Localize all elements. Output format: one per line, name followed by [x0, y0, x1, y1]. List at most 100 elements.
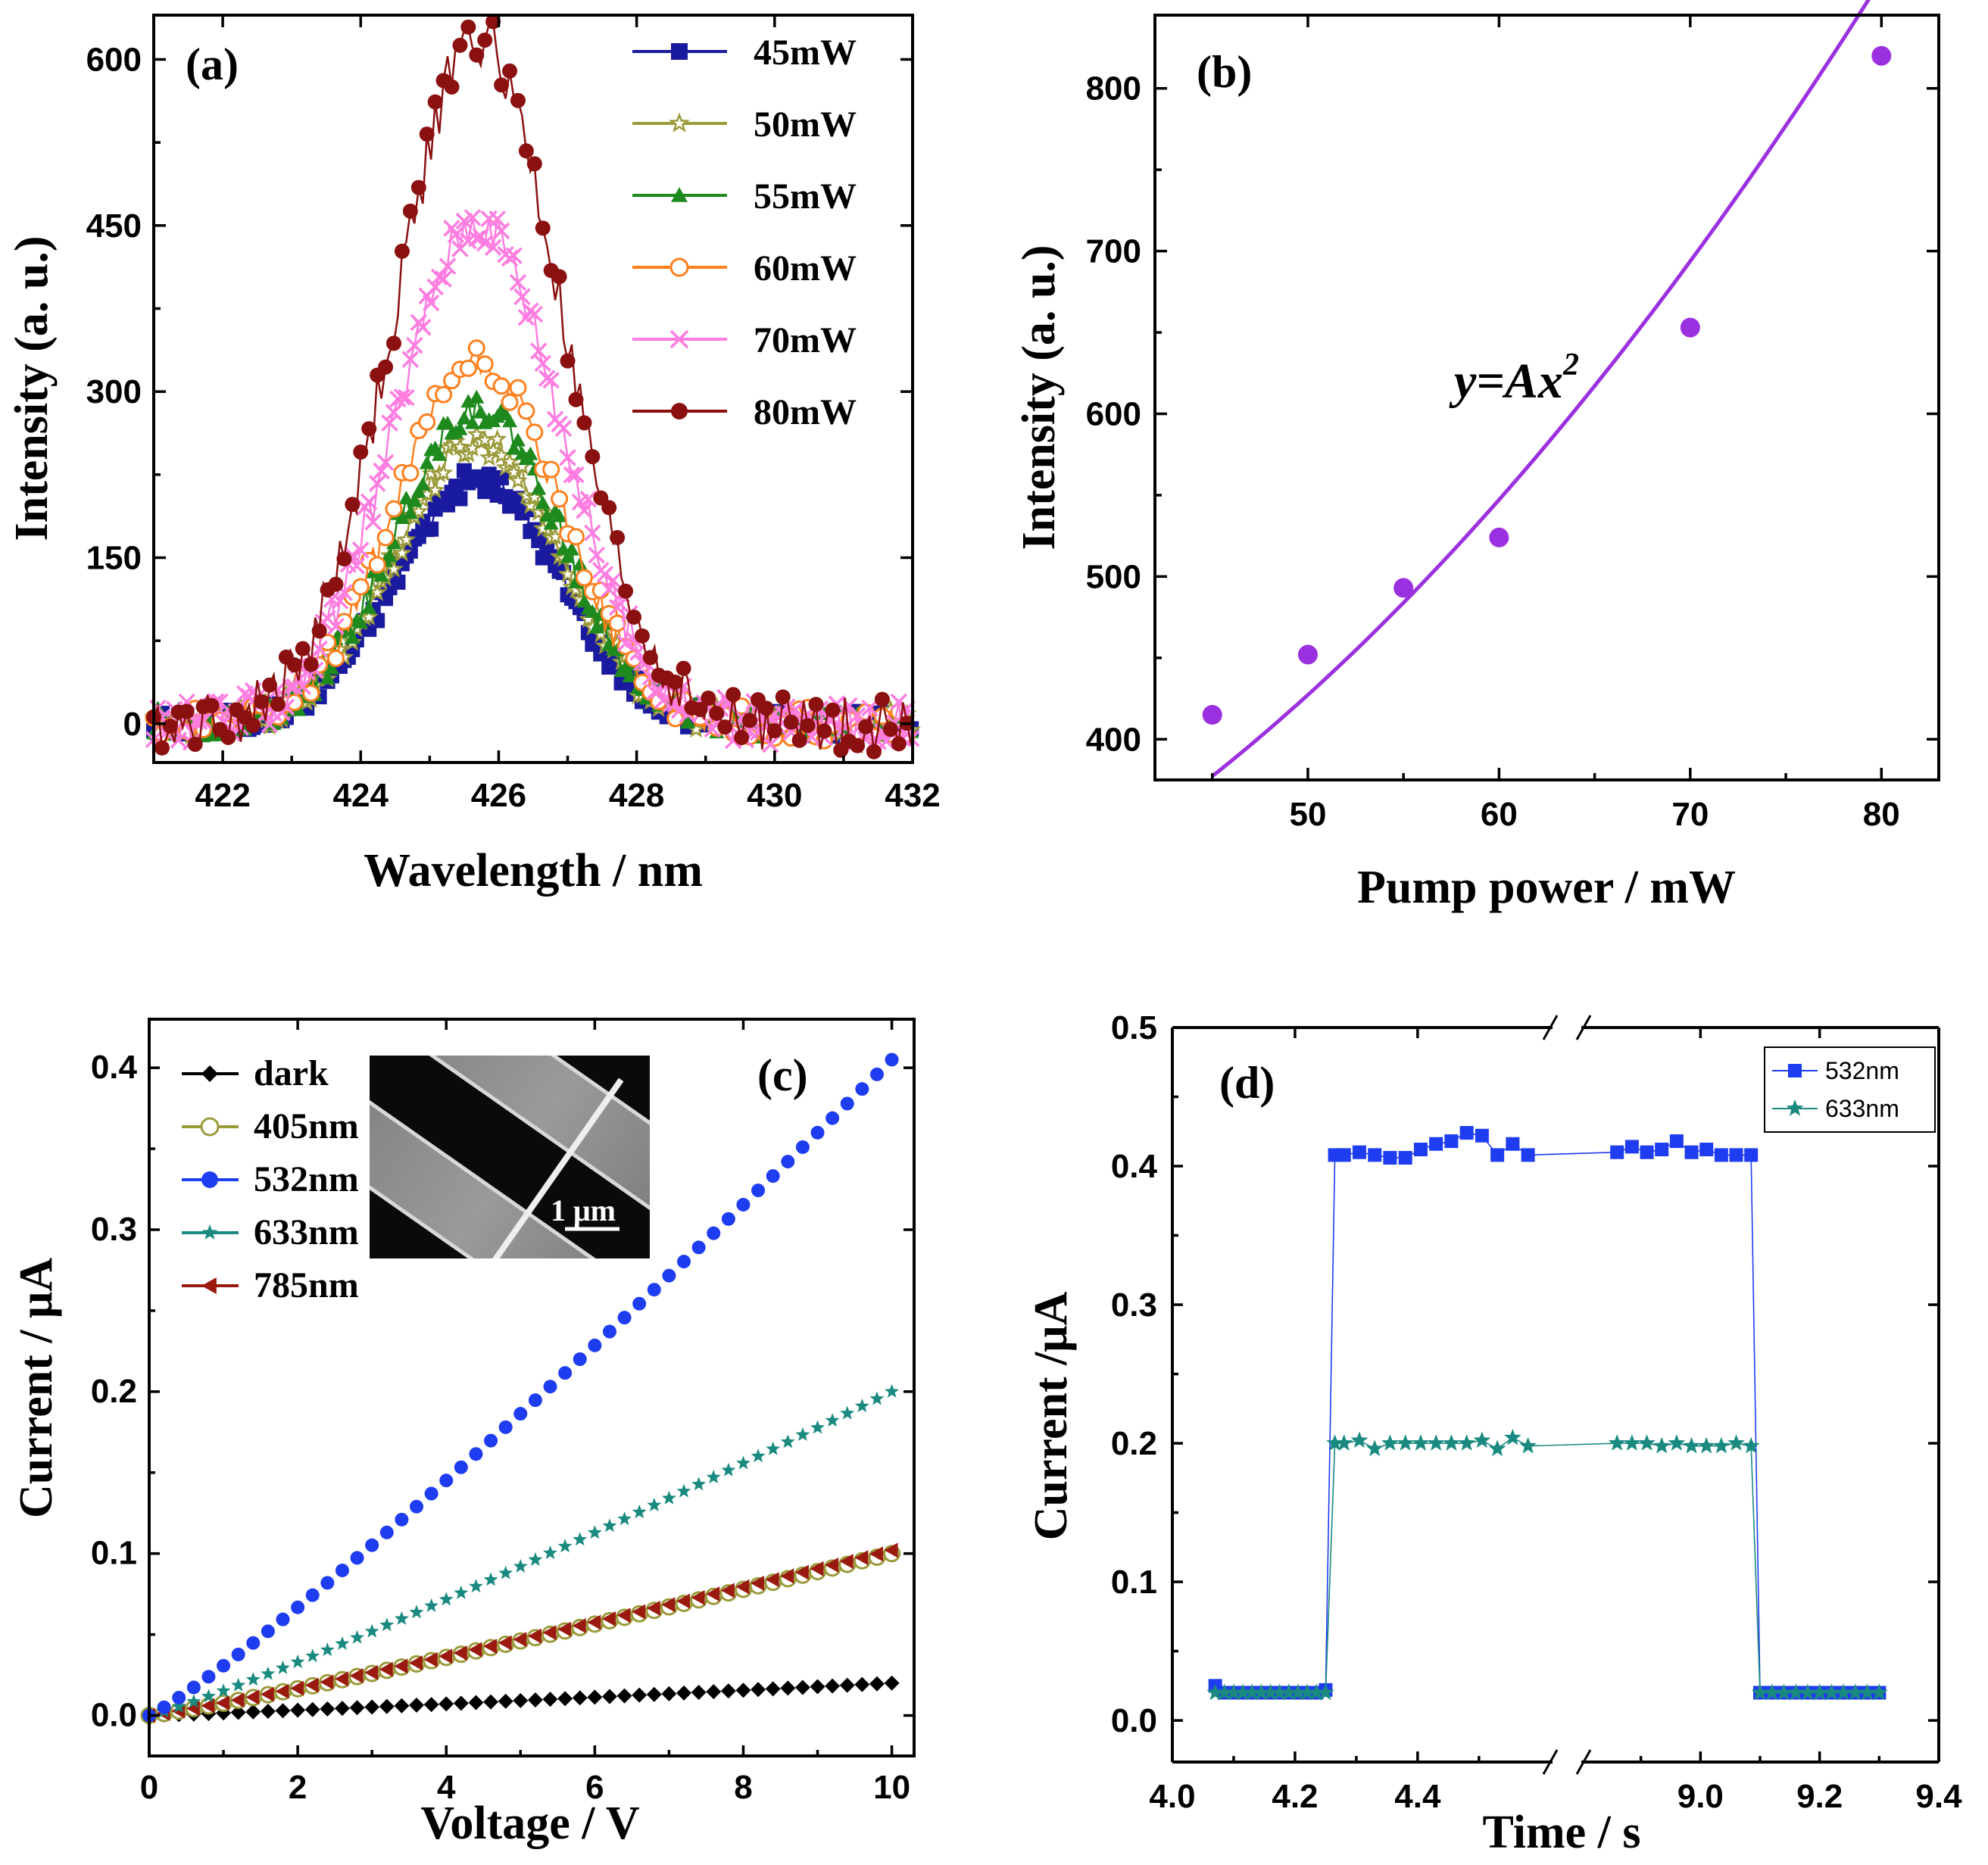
data-point	[861, 699, 879, 717]
data-point	[579, 491, 598, 508]
data-point	[448, 479, 463, 494]
legend-label: 532nm	[254, 1159, 359, 1199]
panel-d-chart: 4.0 4.2 4.4 9.0 9.2 9.4 0.0 0.1 0.2 0.3 0.4 0.5 (d)…	[1025, 1009, 1962, 1858]
x-tick-label: 426	[471, 777, 526, 814]
data-point	[1751, 1683, 1769, 1701]
data-point	[632, 1505, 647, 1519]
data-point	[528, 1393, 542, 1408]
data-point	[721, 1462, 736, 1477]
data-point	[320, 1576, 335, 1590]
data-point	[303, 656, 319, 672]
data-point	[468, 1695, 484, 1711]
data-point	[304, 1677, 319, 1693]
y-tick-label: 400	[1086, 721, 1141, 758]
data-point	[245, 1704, 261, 1720]
data-point	[575, 569, 593, 587]
y-tick-label: 700	[1086, 233, 1141, 270]
data-point	[379, 1661, 393, 1677]
data-point	[204, 697, 220, 713]
data-point	[528, 1552, 543, 1566]
data-point	[869, 1676, 885, 1692]
data-point	[557, 1539, 573, 1553]
data-point	[608, 598, 626, 616]
data-point	[331, 592, 349, 610]
data-point	[345, 630, 360, 644]
data-point	[557, 563, 578, 583]
data-point	[334, 1671, 348, 1687]
data-point	[447, 226, 465, 244]
data-point	[1624, 1140, 1639, 1154]
data-point	[736, 1197, 751, 1212]
series-532nm	[1208, 1126, 1887, 1700]
data-point	[1443, 1434, 1460, 1451]
data-point	[1225, 1683, 1243, 1701]
data-point	[676, 660, 691, 676]
data-point	[557, 1691, 573, 1707]
data-point	[311, 640, 328, 658]
data-point	[781, 1155, 795, 1169]
data-point	[602, 1518, 617, 1533]
data-point	[290, 1654, 305, 1669]
data-point	[201, 1670, 216, 1684]
data-point	[402, 505, 418, 519]
legend-label: 785nm	[254, 1265, 359, 1305]
data-point	[1412, 1434, 1430, 1451]
data-point	[1490, 1148, 1505, 1162]
data-point	[430, 268, 448, 286]
data-point	[510, 432, 526, 447]
data-point	[364, 1699, 380, 1715]
y-tick-label: 0.3	[1111, 1286, 1157, 1324]
data-point	[559, 448, 576, 466]
y-tick-label: 300	[86, 373, 142, 410]
data-point	[587, 1689, 603, 1705]
data-point	[632, 1604, 646, 1620]
panel-b-axes: 50 60 70 80 400 500 600 700 800	[1086, 15, 1939, 833]
data-point	[1811, 1683, 1829, 1701]
data-point	[361, 421, 377, 437]
panel-a-legend: 45mW 50mW 55mW 60mW 70mW 80mW	[632, 33, 857, 432]
data-point	[419, 126, 435, 142]
data-point	[1669, 1134, 1684, 1149]
data-point	[518, 143, 534, 159]
data-point	[469, 1447, 483, 1461]
data-point	[706, 1684, 722, 1700]
data-point	[379, 1698, 395, 1714]
data-point	[800, 718, 816, 734]
data-point	[304, 1701, 320, 1717]
y-tick-label: 800	[1086, 70, 1141, 108]
data-point	[336, 551, 352, 567]
data-point	[1365, 1439, 1384, 1457]
data-point	[766, 723, 782, 739]
data-point	[572, 1618, 586, 1634]
data-point	[385, 535, 401, 550]
data-point	[384, 559, 404, 578]
data-point	[217, 1658, 231, 1673]
data-point	[520, 495, 541, 514]
data-point	[216, 1683, 231, 1698]
data-point	[476, 355, 494, 373]
data-point	[646, 1600, 660, 1616]
x-tick-label: 2	[289, 1769, 307, 1806]
data-point	[237, 722, 253, 736]
data-point	[1368, 1148, 1382, 1162]
data-point	[513, 1632, 527, 1648]
data-point	[463, 209, 482, 226]
data-point	[632, 1296, 647, 1311]
data-point	[1870, 1683, 1888, 1701]
data-point	[560, 353, 576, 369]
data-point	[1383, 1151, 1397, 1165]
legend-marker	[1788, 1064, 1802, 1078]
data-point	[617, 1311, 632, 1325]
data-point	[661, 1490, 676, 1505]
data-point	[483, 1639, 498, 1654]
data-point	[765, 1681, 781, 1697]
fit-equation-exponent: 2	[1562, 348, 1579, 382]
data-point	[220, 729, 236, 745]
series-70mW	[145, 209, 920, 753]
data-point	[452, 491, 468, 507]
data-point	[884, 1675, 900, 1691]
data-point	[1697, 1436, 1715, 1454]
data-point	[1427, 1434, 1445, 1451]
data-point	[507, 470, 528, 489]
data-point	[854, 1550, 869, 1566]
